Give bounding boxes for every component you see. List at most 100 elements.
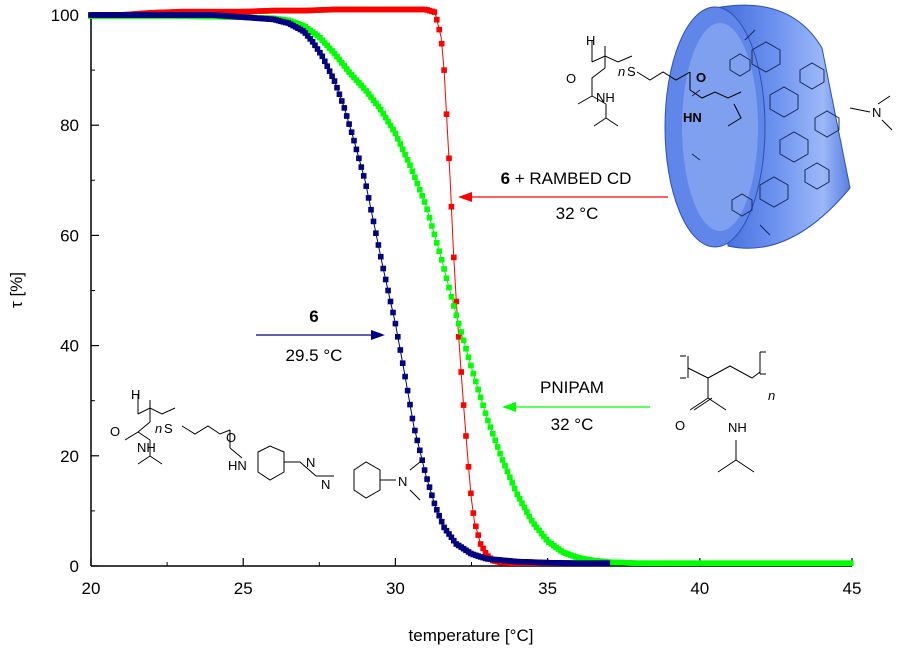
data-point: [326, 68, 333, 74]
data-point: [419, 193, 425, 199]
data-point: [473, 378, 479, 385]
data-point: [402, 373, 408, 380]
data-point: [404, 387, 411, 394]
data-point: [497, 450, 503, 457]
data-point: [392, 320, 399, 327]
annotation-cd-complex: 6 + RAMBED CD 32 °C: [458, 169, 668, 223]
data-point: [473, 523, 479, 530]
structure-polymer-cd-labels: H n S O NH O HN N: [566, 33, 881, 125]
data-point: [492, 437, 498, 444]
data-point: [429, 492, 435, 499]
data-point: [438, 257, 445, 263]
data-point: [365, 195, 372, 201]
svg-text:N: N: [872, 105, 881, 120]
structure-pnipam: [680, 351, 766, 473]
data-point: [380, 265, 386, 272]
svg-text:S: S: [627, 64, 636, 79]
data-point: [448, 203, 455, 210]
data-point: [417, 447, 423, 454]
data-point: [334, 53, 340, 60]
data-point: [451, 537, 457, 544]
data-point: [395, 334, 401, 340]
data-point: [365, 91, 372, 97]
annotation-cd-label-rest: + RAMBED CD: [510, 169, 631, 188]
data-point: [531, 521, 537, 527]
x-tick-label: 20: [82, 579, 101, 598]
data-point: [463, 433, 469, 439]
data-point: [431, 500, 438, 507]
data-point: [441, 266, 447, 272]
data-point: [468, 490, 474, 497]
data-point: [538, 530, 545, 537]
data-point: [499, 457, 506, 463]
data-point: [336, 56, 343, 63]
data-point: [475, 532, 481, 538]
x-tick-label: 25: [234, 579, 253, 598]
data-point: [509, 480, 516, 486]
structure-azo-conjugate: [124, 394, 421, 501]
svg-text:H: H: [131, 387, 140, 402]
svg-text:S: S: [164, 421, 173, 436]
svg-text:N: N: [321, 477, 330, 492]
svg-text:O: O: [696, 70, 706, 85]
data-point: [341, 105, 348, 111]
data-point: [397, 141, 404, 147]
data-point: [482, 410, 489, 417]
svg-text:n: n: [618, 64, 625, 79]
data-point: [402, 151, 408, 158]
data-point: [453, 298, 460, 305]
data-point: [409, 168, 416, 174]
data-point: [529, 518, 535, 524]
data-point: [334, 84, 340, 91]
data-point: [424, 206, 430, 213]
data-point: [533, 524, 540, 531]
data-point: [382, 114, 389, 121]
svg-text:N: N: [306, 455, 315, 470]
annotation-cd-arrowhead: [458, 192, 472, 202]
data-point: [494, 444, 501, 450]
svg-text:HN: HN: [683, 110, 702, 125]
data-point: [438, 518, 445, 525]
data-point: [465, 354, 472, 360]
data-point: [526, 513, 533, 520]
series-line: [91, 14, 609, 564]
data-point: [480, 402, 486, 409]
x-tick-label: 40: [690, 579, 709, 598]
data-point: [399, 146, 406, 153]
data-point: [360, 173, 367, 179]
series-6: [88, 12, 611, 566]
data-point: [507, 474, 513, 480]
annotation-cd-temp: 32 °C: [556, 204, 599, 223]
data-point: [451, 254, 457, 261]
data-point: [363, 183, 369, 189]
data-point: [387, 298, 394, 305]
data-point: [414, 180, 421, 187]
annotation-pnipam: PNIPAM 32 °C: [502, 378, 650, 434]
data-point: [373, 100, 379, 107]
data-point: [485, 417, 491, 424]
data-point: [436, 512, 442, 519]
data-point: [302, 30, 309, 36]
data-point: [431, 9, 438, 15]
structure-polymer-cd-complex: [577, 40, 742, 127]
annotation-pnipam-arrowhead: [502, 402, 516, 412]
svg-text:n: n: [155, 421, 162, 436]
data-point: [458, 369, 464, 375]
svg-text:H: H: [586, 33, 595, 48]
data-point: [392, 130, 399, 137]
data-point: [343, 113, 350, 119]
structure-azo-conjugate-labels: H n S O NH O HN N N N: [110, 387, 407, 492]
data-point: [339, 98, 345, 104]
data-point: [382, 276, 389, 283]
structure-pnipam-labels: n O NH: [675, 388, 775, 435]
data-point: [385, 287, 391, 294]
data-point: [339, 60, 345, 66]
data-point: [470, 370, 477, 377]
data-point: [331, 78, 338, 84]
data-point: [356, 155, 362, 162]
data-point: [353, 146, 360, 153]
annotation-6: 6 29.5 °C: [256, 307, 385, 365]
data-point: [375, 103, 382, 110]
data-point: [521, 504, 528, 511]
data-point: [434, 507, 440, 513]
